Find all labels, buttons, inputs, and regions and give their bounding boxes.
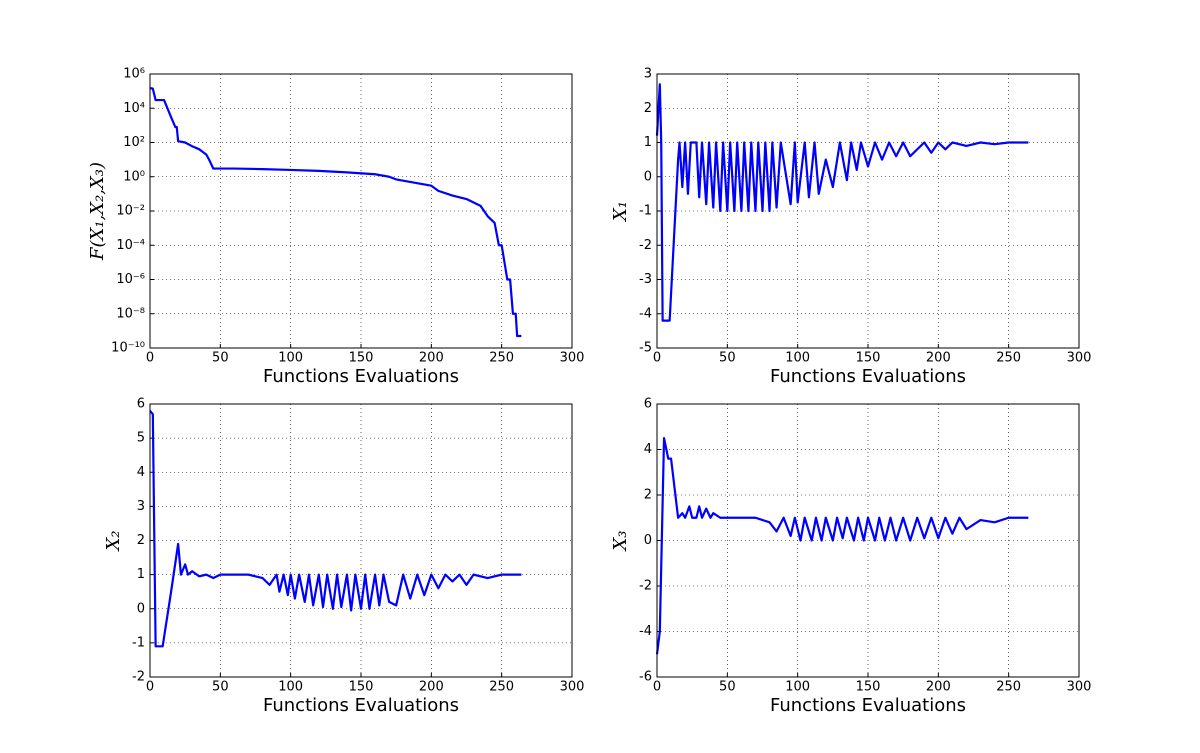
- y-tick-label: -6: [639, 670, 652, 685]
- y-tick-label: 10²: [123, 135, 145, 150]
- y-tick-label: 0: [644, 533, 652, 548]
- y-axis-label: X₃: [610, 530, 631, 552]
- y-tick-label: -1: [132, 635, 145, 650]
- y-axis-label: X₁: [610, 201, 631, 223]
- x-tick-label: 250: [996, 680, 1021, 695]
- y-tick-label: -5: [639, 341, 652, 356]
- y-tick-label: -2: [639, 579, 652, 594]
- x-tick-label: 100: [278, 351, 303, 366]
- y-axis-label: X₂: [103, 530, 124, 552]
- plot-frame: [149, 403, 573, 678]
- x-tick-label: 0: [653, 351, 661, 366]
- y-tick-label: -2: [639, 238, 652, 253]
- x-tick-label: 250: [996, 351, 1021, 366]
- x-tick-label: 150: [856, 680, 881, 695]
- x-tick-label: 150: [349, 680, 374, 695]
- x-axis-label: Functions Evaluations: [263, 366, 459, 387]
- x-tick-label: 50: [212, 680, 229, 695]
- x-tick-label: 0: [146, 680, 154, 695]
- x-tick-label: 300: [1067, 680, 1092, 695]
- x-tick-label: 300: [560, 680, 585, 695]
- y-tick-label: 1: [137, 567, 145, 582]
- y-tick-label: -4: [639, 624, 652, 639]
- x-tick-label: 50: [212, 351, 229, 366]
- y-tick-label: 1: [644, 135, 652, 150]
- y-tick-label: 10⁻⁶: [116, 272, 145, 287]
- plot-frame: [149, 73, 573, 349]
- data-line: [655, 83, 1029, 322]
- y-tick-label: 0: [644, 169, 652, 184]
- y-tick-label: -4: [639, 306, 652, 321]
- x-tick-label: 150: [349, 351, 374, 366]
- x-tick-label: 150: [856, 351, 881, 366]
- x-tick-label: 0: [146, 351, 154, 366]
- y-tick-label: 10⁻¹⁰: [111, 341, 145, 356]
- x-tick-label: 100: [278, 680, 303, 695]
- y-tick-label: 4: [137, 465, 145, 480]
- y-tick-label: 5: [137, 431, 145, 446]
- y-tick-label: 10⁴: [123, 101, 145, 116]
- x-tick-label: 200: [926, 680, 951, 695]
- x-tick-label: 50: [719, 680, 736, 695]
- x-axis-label: Functions Evaluations: [770, 366, 966, 387]
- y-tick-label: 3: [137, 499, 145, 514]
- x-axis-label: Functions Evaluations: [770, 695, 966, 716]
- y-tick-label: 10⁻⁴: [116, 238, 145, 253]
- x-tick-label: 100: [785, 351, 810, 366]
- x-tick-label: 300: [1067, 351, 1092, 366]
- y-tick-label: 4: [644, 442, 652, 457]
- x-tick-label: 250: [489, 680, 514, 695]
- data-line: [149, 87, 522, 338]
- data-line: [655, 437, 1029, 655]
- x-tick-label: 200: [419, 680, 444, 695]
- plot-frame: [656, 403, 1080, 678]
- y-tick-label: 10⁻⁸: [116, 306, 145, 321]
- y-axis-label: F(X₁,X₂,X₃): [87, 162, 108, 261]
- plot-frame: [656, 73, 1080, 349]
- y-tick-label: -2: [132, 670, 145, 685]
- y-tick-label: -1: [639, 204, 652, 219]
- y-tick-label: 10⁶: [123, 67, 145, 82]
- x-tick-label: 250: [489, 351, 514, 366]
- x-tick-label: 100: [785, 680, 810, 695]
- y-tick-label: 10⁰: [123, 169, 145, 184]
- y-tick-label: 2: [644, 101, 652, 116]
- y-tick-label: 0: [137, 601, 145, 616]
- y-tick-label: 6: [137, 397, 145, 412]
- x-tick-label: 300: [560, 351, 585, 366]
- y-tick-label: -3: [639, 272, 652, 287]
- x-axis-label: Functions Evaluations: [263, 695, 459, 716]
- y-tick-label: 6: [644, 397, 652, 412]
- y-tick-label: 2: [137, 533, 145, 548]
- x-tick-label: 200: [419, 351, 444, 366]
- x-tick-label: 0: [653, 680, 661, 695]
- x-tick-label: 50: [719, 351, 736, 366]
- data-line: [149, 410, 522, 648]
- y-tick-label: 10⁻²: [116, 204, 145, 219]
- y-tick-label: 2: [644, 488, 652, 503]
- y-tick-label: 3: [644, 67, 652, 82]
- x-tick-label: 200: [926, 351, 951, 366]
